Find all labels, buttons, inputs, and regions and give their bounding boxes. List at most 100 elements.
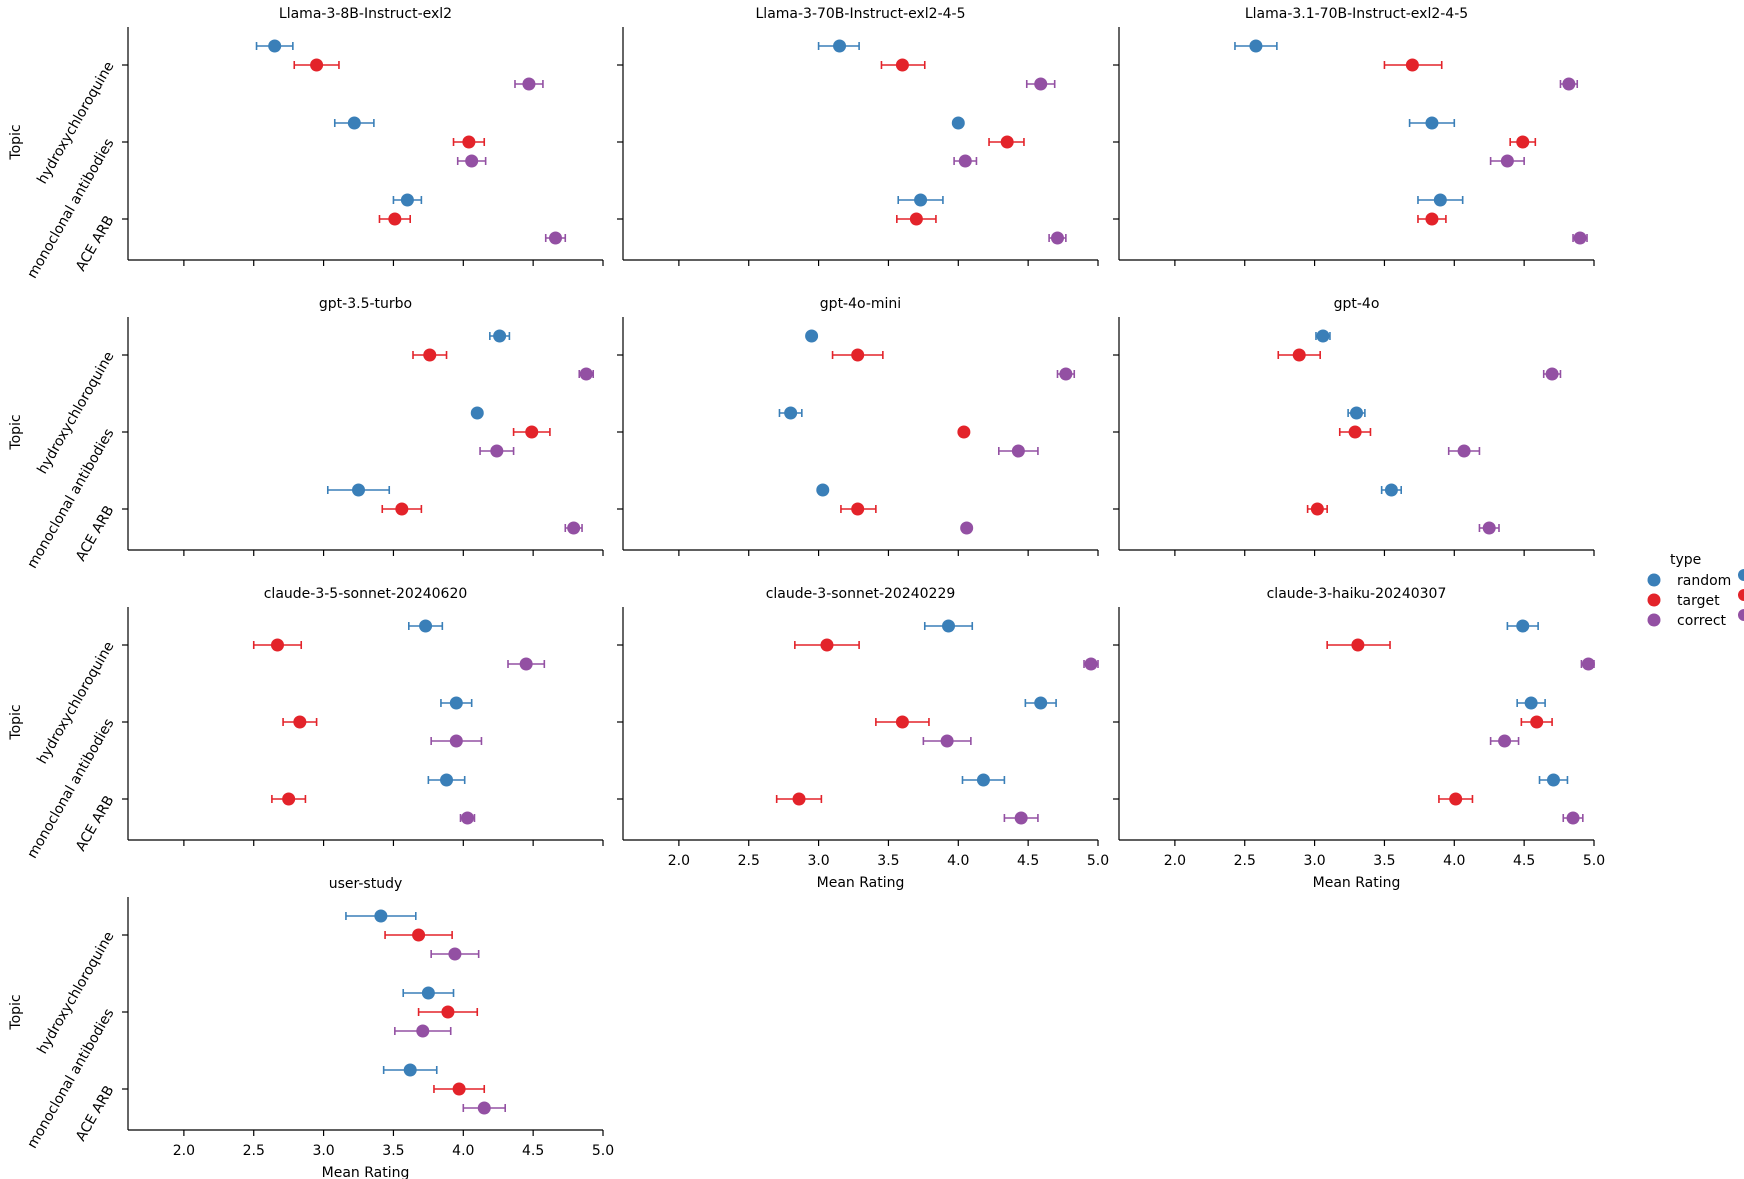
point-random	[914, 193, 928, 207]
x-tick-label: 4.5	[522, 1143, 544, 1159]
point-random	[1516, 619, 1530, 633]
panel-8: claude-3-sonnet-20240229 2.0 2.5 3.0 3.5 4.0 4…	[617, 586, 1109, 891]
point-correct	[416, 1024, 430, 1038]
panel-title: gpt-3.5-turbo	[319, 296, 412, 312]
point-target	[820, 638, 834, 652]
y-tick-label: ACE ARB	[73, 1083, 118, 1144]
point-correct	[960, 521, 974, 535]
x-tick-label: 3.0	[1303, 853, 1325, 869]
legend-clipped-marker	[1738, 589, 1744, 601]
point-target	[1449, 792, 1463, 806]
legend-title: type	[1670, 552, 1701, 568]
point-correct	[1034, 77, 1048, 91]
point-correct	[1573, 231, 1587, 245]
point-correct	[1457, 444, 1471, 458]
x-tick-label: 4.5	[1017, 853, 1039, 869]
y-tick-label: monoclonal antibodies	[24, 716, 117, 861]
point-random	[352, 483, 366, 497]
legend-marker-target	[1647, 593, 1661, 607]
y-axis-label: Topic	[8, 414, 24, 450]
y-tick-label: hydroxychloroquine	[34, 929, 117, 1057]
point-correct	[490, 444, 504, 458]
x-tick-label: 2.0	[173, 1143, 195, 1159]
x-tick-label: 2.5	[1234, 853, 1256, 869]
point-target	[270, 638, 284, 652]
panel-3: Llama-3.1-70B-Instruct-exl2-4-5	[1113, 6, 1595, 266]
point-target	[1292, 348, 1306, 362]
point-correct	[522, 77, 536, 91]
point-random	[400, 193, 414, 207]
point-target	[1405, 58, 1419, 72]
point-target	[1310, 502, 1324, 516]
point-target	[957, 425, 971, 439]
y-tick-label: monoclonal antibodies	[24, 136, 117, 281]
x-tick-label: 4.5	[1513, 853, 1535, 869]
panel-4: gpt-3.5-turbo hydroxychloroquinemonoclona…	[8, 296, 604, 571]
point-random	[440, 773, 454, 787]
point-random	[421, 986, 435, 1000]
point-correct	[1482, 521, 1496, 535]
point-correct	[448, 947, 462, 961]
point-correct	[1084, 657, 1098, 671]
x-tick-label: 3.5	[382, 1143, 404, 1159]
y-tick-label: ACE ARB	[73, 213, 118, 274]
point-target	[395, 502, 409, 516]
point-random	[1316, 329, 1330, 343]
point-target	[282, 792, 296, 806]
y-axis-label: Topic	[8, 994, 24, 1030]
point-correct	[449, 734, 463, 748]
point-target	[293, 715, 307, 729]
y-tick-label: hydroxychloroquine	[34, 639, 117, 767]
y-tick-label: ACE ARB	[73, 793, 118, 854]
point-random	[268, 39, 282, 53]
x-tick-label: 2.0	[1164, 853, 1186, 869]
y-tick-label: monoclonal antibodies	[24, 426, 117, 571]
point-correct	[579, 367, 593, 381]
point-correct	[1050, 231, 1064, 245]
point-random	[1546, 773, 1560, 787]
point-target	[525, 425, 539, 439]
point-target	[310, 58, 324, 72]
panel-title: Llama-3-70B-Instruct-exl2-4-5	[756, 6, 966, 22]
panel-title: Llama-3.1-70B-Instruct-exl2-4-5	[1245, 6, 1468, 22]
panel-1: Llama-3-8B-Instruct-exl2 hydroxychloroqui…	[8, 6, 604, 281]
y-tick-label: ACE ARB	[73, 503, 118, 564]
panel-6: gpt-4o	[1113, 296, 1595, 556]
x-tick-label: 2.0	[668, 853, 690, 869]
point-random	[784, 406, 798, 420]
point-random	[976, 773, 990, 787]
legend-clipped-marker	[1738, 569, 1744, 581]
legend: type random target correct	[1647, 552, 1744, 629]
point-correct	[1562, 77, 1576, 91]
x-tick-label: 4.0	[1443, 853, 1465, 869]
point-random	[493, 329, 507, 343]
point-random	[347, 116, 361, 130]
point-target	[1516, 135, 1530, 149]
panel-title: claude-3-sonnet-20240229	[766, 586, 956, 602]
point-target	[1530, 715, 1544, 729]
legend-label-random: random	[1677, 573, 1731, 589]
x-axis-label: Mean Rating	[1313, 875, 1401, 891]
point-correct	[1498, 734, 1512, 748]
point-correct	[519, 657, 533, 671]
panel-5: gpt-4o-mini	[617, 296, 1099, 556]
panel-9: claude-3-haiku-20240307 2.0 2.5 3.0 3.5 4.0 4.…	[1113, 586, 1605, 891]
point-target	[452, 1082, 466, 1096]
x-axis-label: Mean Rating	[322, 1165, 410, 1179]
point-correct	[1500, 154, 1514, 168]
panel-title: gpt-4o	[1334, 296, 1380, 312]
point-target	[851, 502, 865, 516]
point-correct	[940, 734, 954, 748]
point-random	[449, 696, 463, 710]
x-tick-label: 4.0	[947, 853, 969, 869]
x-tick-label: 3.5	[877, 853, 899, 869]
x-tick-label: 3.5	[1373, 853, 1395, 869]
point-target	[1000, 135, 1014, 149]
point-correct	[958, 154, 972, 168]
panel-2: Llama-3-70B-Instruct-exl2-4-5	[617, 6, 1099, 266]
point-target	[1351, 638, 1365, 652]
point-random	[1350, 406, 1363, 420]
point-random	[470, 406, 484, 420]
legend-clipped-marker	[1738, 609, 1744, 621]
